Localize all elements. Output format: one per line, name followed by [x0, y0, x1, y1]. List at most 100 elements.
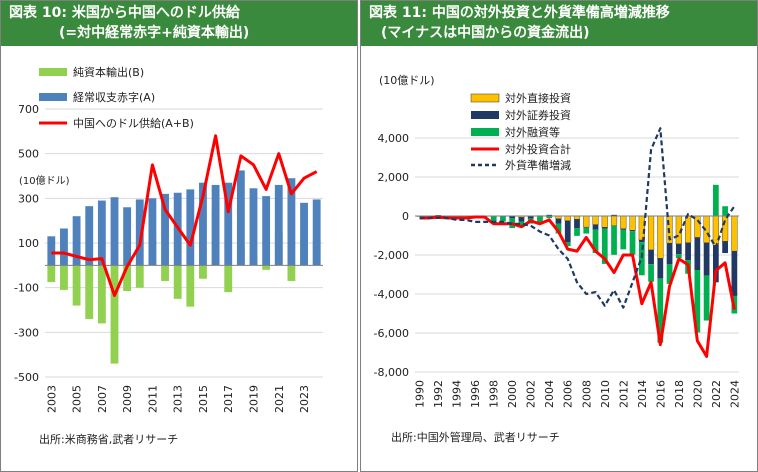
bar [574, 219, 580, 229]
bar [47, 265, 56, 283]
series-line [51, 134, 318, 297]
y-tick-label: -2,000 [374, 249, 409, 262]
panel-header: 図表 10: 米国から中国へのドル供給 (=対中経常赤字+純資本輸出) [1, 1, 357, 46]
x-tick-label: 2012 [617, 380, 630, 408]
x-tick-label: 1992 [432, 380, 445, 408]
bar [97, 265, 106, 324]
legend-label-direct: 対外直接投資 [505, 91, 571, 105]
bar [657, 215, 664, 259]
x-tick-label: 2011 [146, 385, 159, 413]
bar [610, 215, 618, 226]
unit-label: (10億ドル) [19, 174, 70, 187]
bar [60, 228, 68, 266]
legend-label-dollar-supply: 中国へのドル供給(A+B) [73, 116, 194, 130]
bar [135, 265, 144, 288]
bar [675, 254, 682, 259]
bar [236, 170, 245, 266]
y-tick-label: 4,000 [378, 132, 410, 145]
chart-panel-dollar-supply: 図表 10: 米国から中国へのドル供給 (=対中経常赤字+純資本輸出) -500… [0, 0, 358, 472]
y-tick-label: -300 [14, 326, 39, 339]
plot-area: -500 -300 -100 100 300 500 700 2003 2005 2007 2009… [14, 103, 323, 413]
bar [161, 265, 169, 281]
legend-label-current-account: 経常収支赤字(A) [73, 90, 155, 104]
bar [224, 265, 233, 293]
legend-swatch-direct [470, 93, 500, 103]
x-tick-label: 2013 [172, 385, 185, 413]
x-tick-label: 2000 [506, 380, 519, 408]
bar [564, 215, 571, 221]
bar [731, 215, 738, 252]
chart-title: 図表 10: 米国から中国へのドル供給 [9, 5, 240, 21]
x-tick-label: 1998 [488, 380, 501, 408]
x-tick-label: 2015 [197, 385, 210, 413]
bar [685, 242, 691, 261]
bar [601, 215, 608, 228]
bar [110, 197, 119, 266]
y-tick-label: -100 [14, 282, 39, 295]
x-tick-label: 2023 [298, 385, 311, 413]
bar [722, 206, 728, 216]
y-tick-label: -4,000 [374, 288, 409, 301]
legend-label-loans: 対外融資等 [505, 125, 560, 139]
bar [262, 265, 271, 270]
x-tick-label: 2018 [673, 380, 686, 408]
bar [500, 216, 506, 222]
bar [638, 239, 645, 243]
bar [546, 214, 553, 216]
bar [224, 182, 233, 266]
bar [694, 215, 701, 238]
bar [555, 223, 562, 234]
bar [712, 215, 719, 246]
bar [638, 242, 645, 276]
bar [509, 216, 516, 219]
x-tick-label: 2019 [248, 385, 261, 413]
bar [72, 265, 81, 306]
bar [518, 221, 525, 228]
x-tick-label: 2020 [691, 380, 704, 408]
legend-label-portfolio: 対外証券投資 [505, 108, 571, 122]
bar [620, 229, 627, 250]
legend-swatch-portfolio [471, 111, 499, 119]
bar [262, 196, 271, 266]
bar [731, 251, 738, 296]
bar [694, 237, 701, 271]
x-tick-label: 2006 [562, 380, 575, 408]
bar [611, 214, 617, 216]
x-tick-label: 1996 [469, 380, 482, 408]
bar [135, 199, 144, 266]
bar [601, 228, 608, 264]
bar [583, 227, 590, 228]
series-line-dashed [419, 127, 736, 309]
legend: 純資本輸出(B) 経常収支赤字(A) 中国へのドル供給(A+B) [39, 65, 194, 130]
x-tick-label: 2010 [599, 380, 612, 408]
x-tick-label: 2017 [222, 385, 235, 413]
x-tick-label: 2002 [525, 380, 538, 408]
bar [199, 182, 207, 266]
bar [647, 215, 655, 251]
bar [47, 236, 56, 266]
bar [60, 265, 68, 290]
bar [85, 265, 94, 319]
chart-canvas: -8,000 -6,000 -4,000 -2,000 0 2,000 4,000 1990 1… [374, 74, 742, 444]
bar [712, 184, 719, 216]
bar [629, 231, 636, 255]
bar [666, 264, 673, 284]
bar [703, 242, 710, 276]
bar [123, 207, 132, 266]
bar [685, 215, 692, 243]
x-tick-label: 2003 [45, 385, 58, 413]
bar [722, 241, 728, 254]
plot-area: -8,000 -6,000 -4,000 -2,000 0 2,000 4,000 1990 1… [374, 127, 741, 408]
legend-swatch-net-capital [39, 68, 67, 76]
bar [629, 230, 636, 232]
bar [657, 278, 664, 343]
series-line [419, 215, 736, 358]
bar [249, 188, 258, 266]
x-tick-label: 1990 [414, 380, 427, 408]
y-tick-label: -8,000 [374, 366, 409, 379]
bar [537, 216, 543, 224]
bar [148, 198, 157, 266]
legend: 対外直接投資 対外証券投資 対外融資等 対外投資合計 外貨準備増減 [470, 91, 571, 172]
bar [300, 202, 308, 266]
bar [583, 215, 590, 228]
